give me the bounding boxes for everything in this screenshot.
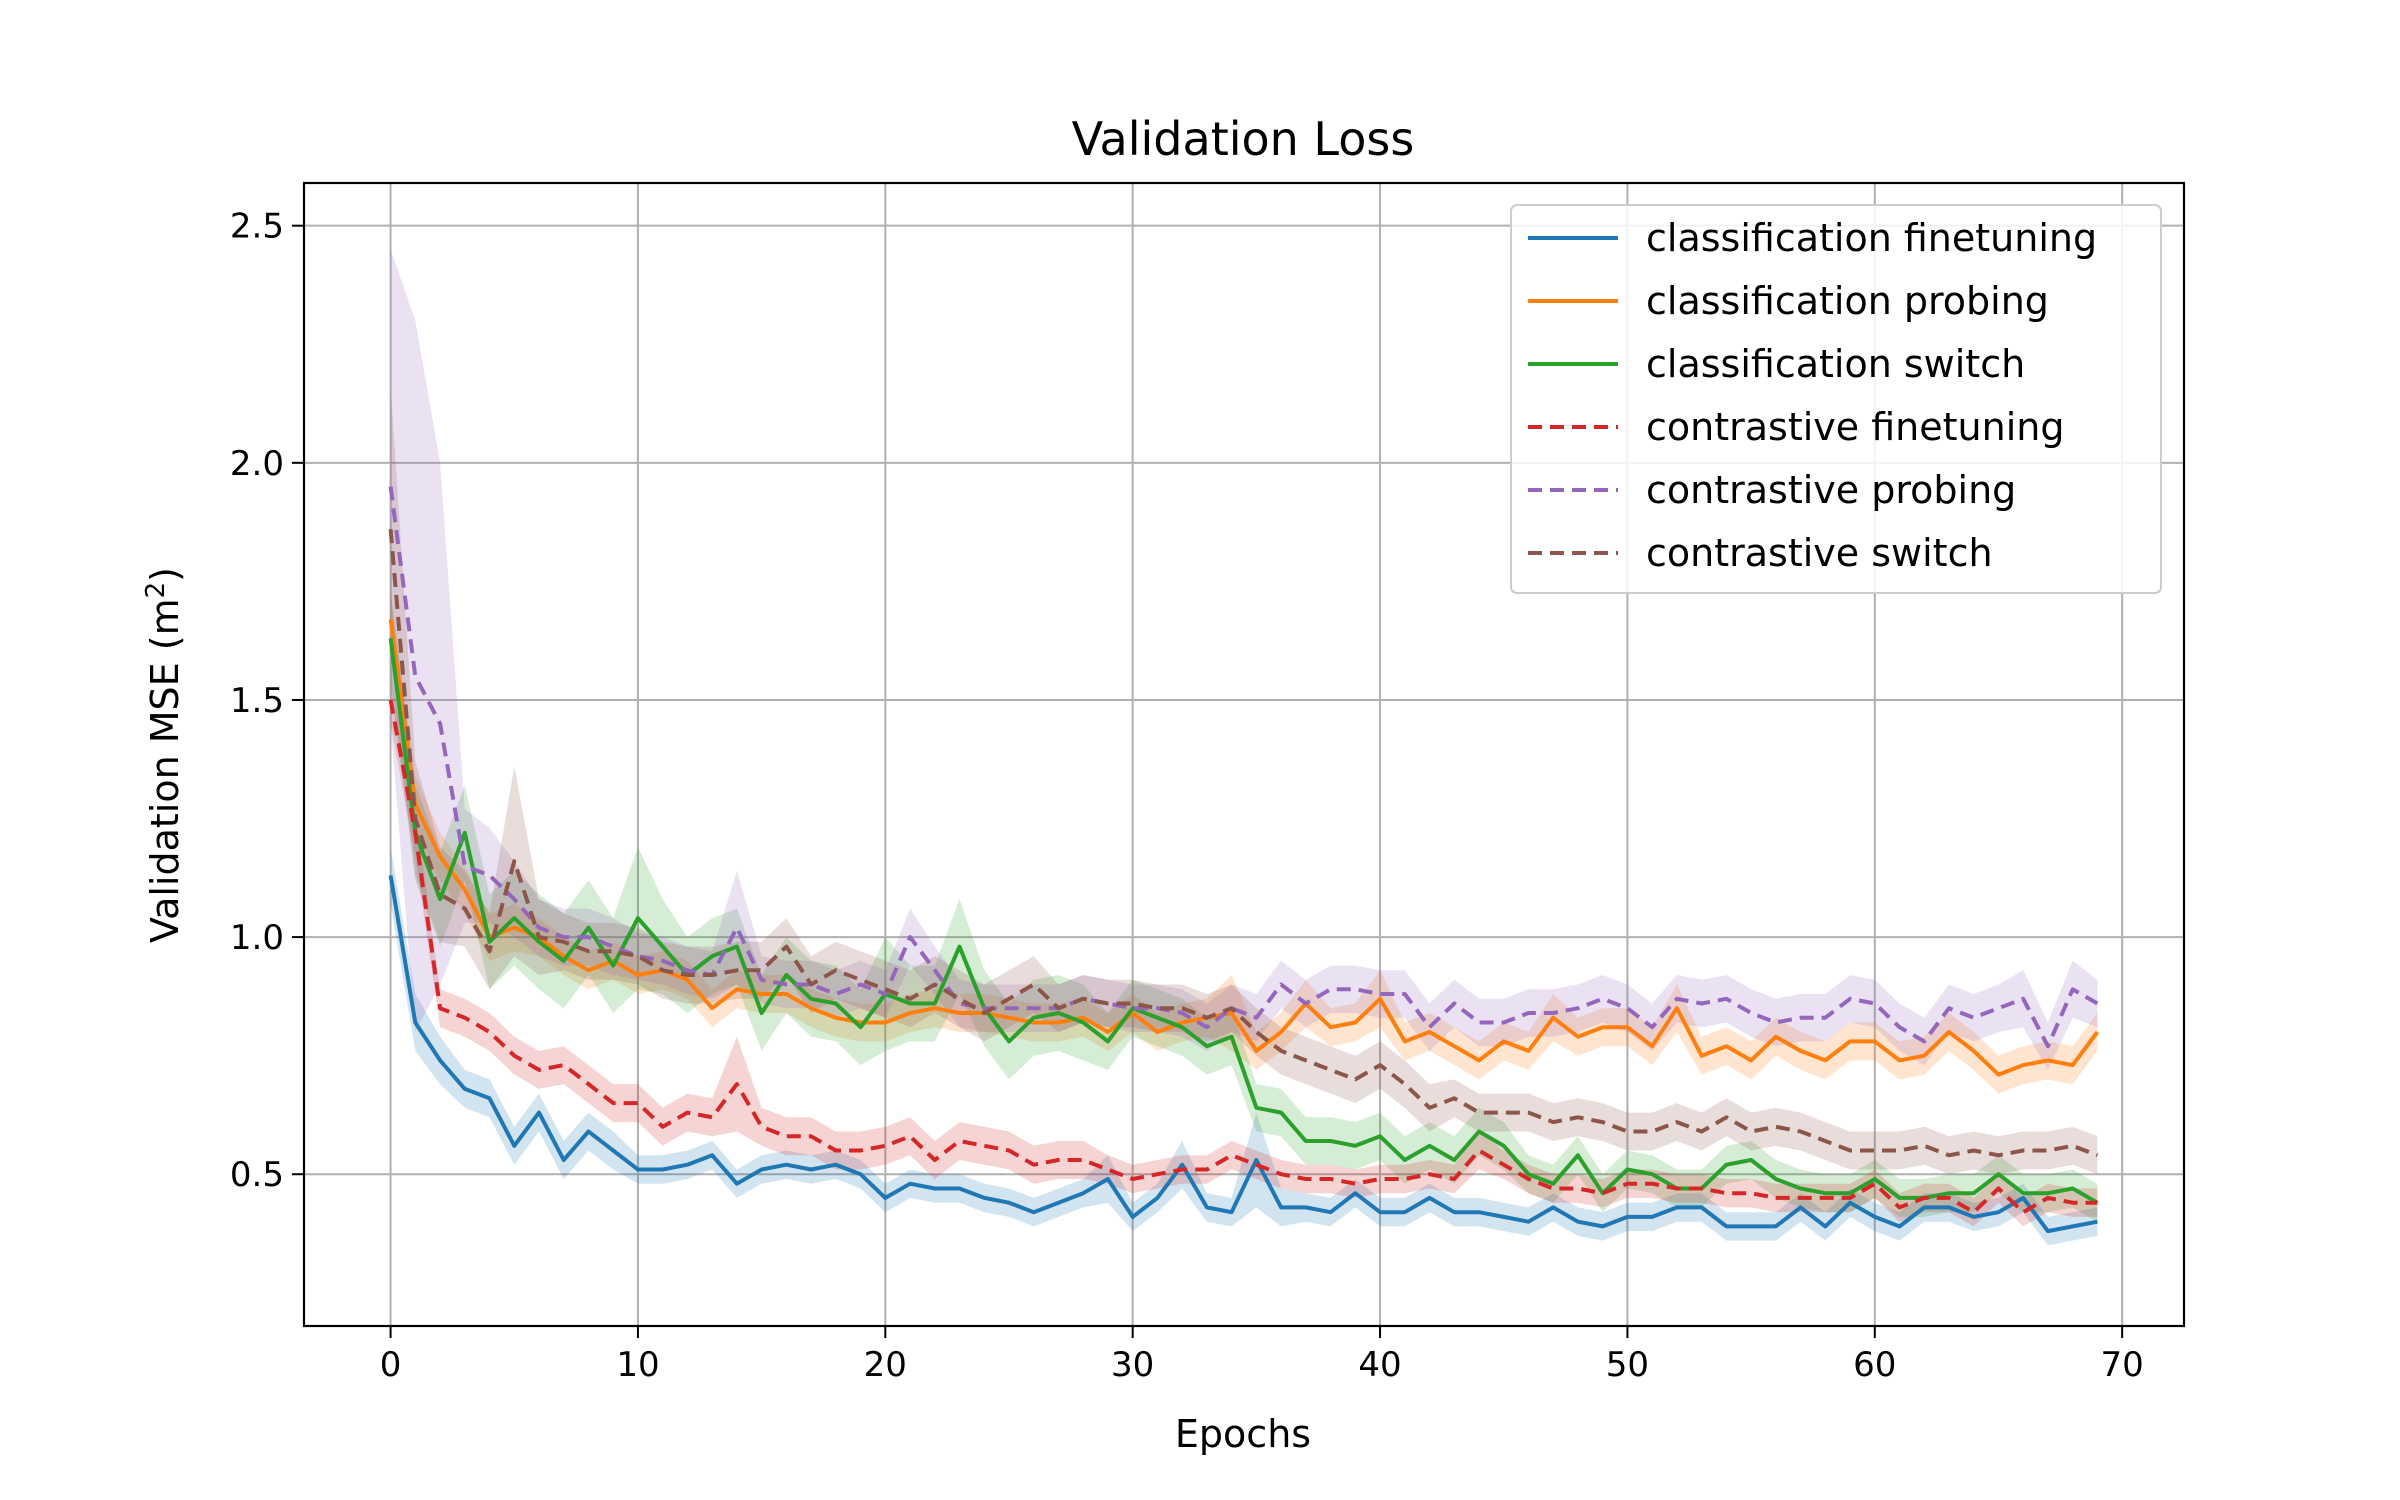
line-series-2 (388, 638, 2099, 1205)
y-tick-label-4: 2.5 (230, 207, 284, 247)
x-tick-label-6: 60 (1853, 1345, 1896, 1385)
legend-label-3: contrastive finetuning (1646, 405, 2064, 449)
band-series-5 (390, 386, 2098, 1175)
plot-area-frame (302, 181, 2186, 1328)
legend-label-5: contrastive switch (1646, 531, 1993, 575)
legend-box (1510, 204, 2162, 594)
x-tick-label-0: 0 (380, 1345, 402, 1385)
y-tick-label-0: 0.5 (230, 1155, 284, 1195)
line-series-5 (388, 529, 2099, 1158)
y-tick-label-1: 1.0 (230, 918, 284, 958)
line-series-1 (388, 619, 2100, 1077)
x-axis-label: Epochs (1175, 1412, 1311, 1456)
x-tick-label-2: 20 (864, 1345, 907, 1385)
chart-title: Validation Loss (1072, 112, 1415, 166)
line-series-4 (388, 486, 2099, 1049)
legend-label-4: contrastive probing (1646, 468, 2016, 512)
x-tick-label-3: 30 (1111, 1345, 1154, 1385)
y-tick-label-2: 1.5 (230, 681, 284, 721)
x-tick-label-7: 70 (2101, 1345, 2144, 1385)
band-series-2 (390, 590, 2098, 1222)
series-lines (388, 486, 2100, 1234)
legend-label-2: classification switch (1646, 342, 2025, 386)
x-tick-label-1: 10 (616, 1345, 659, 1385)
y-axis-label-tail: ) (143, 567, 187, 582)
y-axis-ticks: 0.5 1.0 1.5 2.0 2.5 (230, 207, 304, 1195)
y-axis-label: Validation MSE (m2) (141, 567, 187, 943)
legend: classification finetuning classification … (1510, 204, 2162, 594)
y-axis-label-main: Validation MSE (m (143, 598, 187, 943)
x-axis-ticks: 0 10 20 30 40 50 60 70 (380, 1326, 2144, 1385)
line-series-0 (388, 875, 2098, 1234)
band-series-1 (390, 590, 2098, 1094)
x-tick-label-4: 40 (1358, 1345, 1401, 1385)
y-tick-label-3: 2.0 (230, 444, 284, 484)
line-series-3 (388, 699, 2098, 1215)
y-axis-label-superscript: 2 (141, 582, 171, 599)
x-tick-label-5: 50 (1606, 1345, 1649, 1385)
legend-label-1: classification probing (1646, 279, 2049, 323)
legend-label-0: classification finetuning (1646, 216, 2097, 260)
